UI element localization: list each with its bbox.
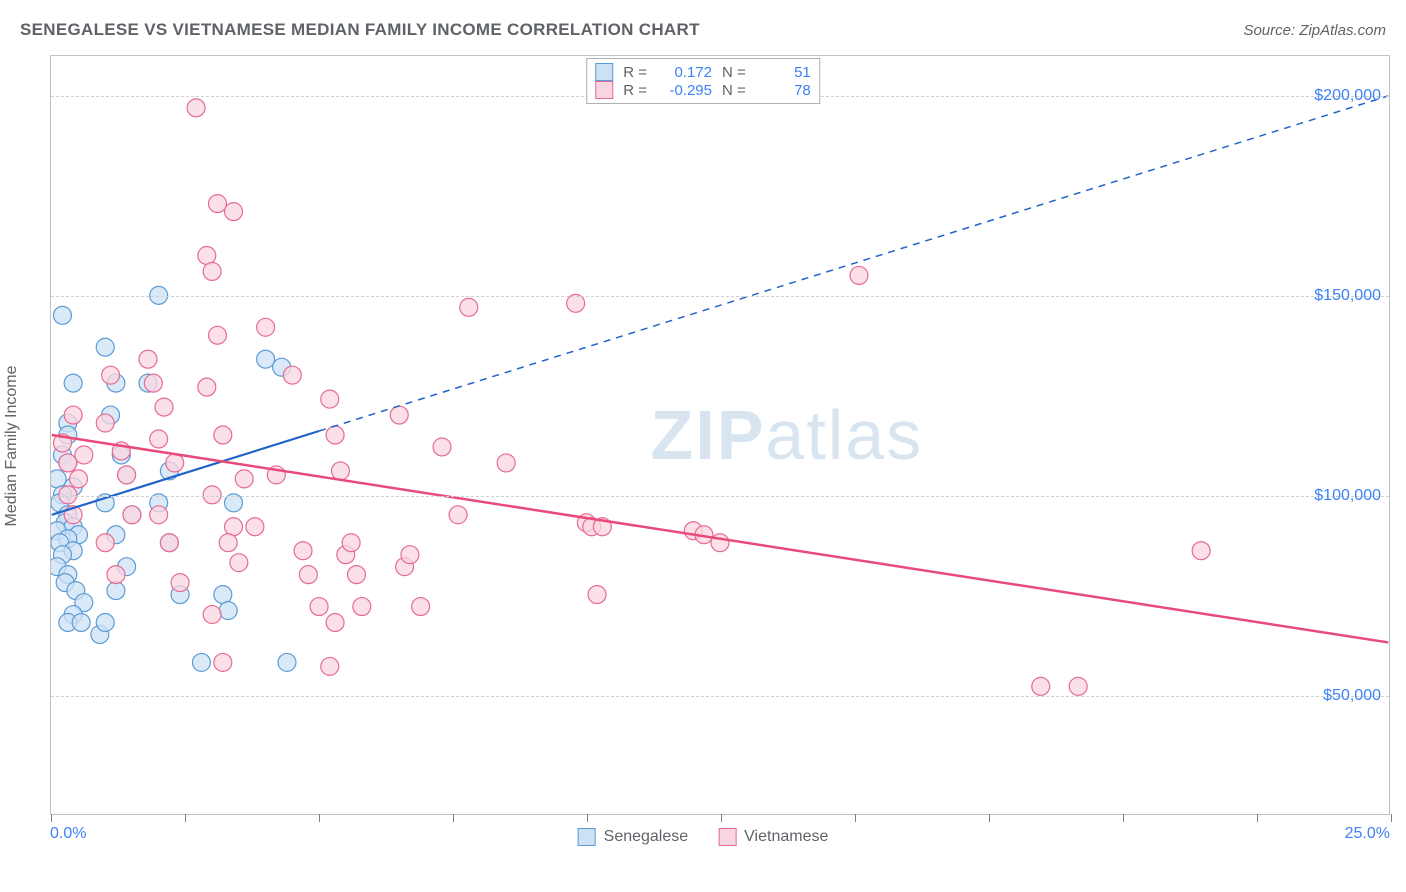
- r-label: R =: [623, 82, 647, 99]
- n-value-vietnamese: 78: [756, 82, 811, 99]
- x-axis-min-label: 0.0%: [50, 825, 86, 843]
- r-value-vietnamese: -0.295: [657, 82, 712, 99]
- swatch-senegalese: [595, 63, 613, 81]
- swatch-vietnamese: [595, 81, 613, 99]
- n-value-senegalese: 51: [756, 64, 811, 81]
- y-axis-label: Median Family Income: [3, 366, 21, 527]
- x-axis-max-label: 25.0%: [1345, 825, 1390, 843]
- stats-legend: R = 0.172 N = 51 R = -0.295 N = 78: [586, 58, 820, 104]
- stats-row-senegalese: R = 0.172 N = 51: [595, 63, 811, 81]
- r-label: R =: [623, 64, 647, 81]
- r-value-senegalese: 0.172: [657, 64, 712, 81]
- n-label: N =: [722, 82, 746, 99]
- stats-row-vietnamese: R = -0.295 N = 78: [595, 81, 811, 99]
- legend-item-senegalese: Senegalese: [578, 828, 689, 846]
- bottom-legend: Senegalese Vietnamese: [578, 828, 829, 846]
- legend-swatch-vietnamese: [718, 828, 736, 846]
- chart-area: ZIPatlas $50,000$100,000$150,000$200,000: [50, 55, 1390, 815]
- legend-item-vietnamese: Vietnamese: [718, 828, 828, 846]
- legend-swatch-senegalese: [578, 828, 596, 846]
- n-label: N =: [722, 64, 746, 81]
- legend-label-vietnamese: Vietnamese: [744, 828, 828, 846]
- source-attribution: Source: ZipAtlas.com: [1243, 22, 1386, 39]
- plot-svg: [51, 56, 1389, 814]
- chart-title: SENEGALESE VS VIETNAMESE MEDIAN FAMILY I…: [20, 20, 700, 40]
- legend-label-senegalese: Senegalese: [604, 828, 689, 846]
